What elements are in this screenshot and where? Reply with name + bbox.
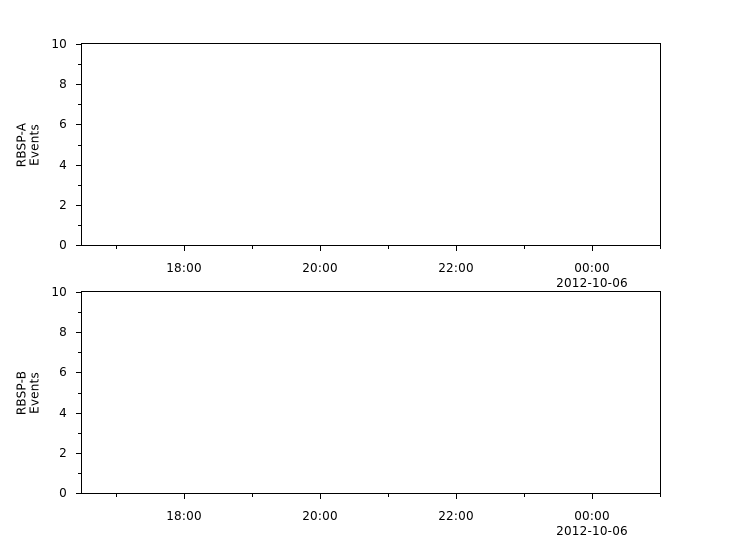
x-minor-tick-17 — [115, 245, 117, 249]
y-minor-tick-5 — [78, 144, 82, 146]
x-minor-tick-19 — [251, 245, 253, 249]
y-tick-label-6: 6 — [59, 117, 67, 132]
x-tick-00: 00:00 2012-10-06 — [556, 493, 628, 538]
y-tick-label-10: 10 — [51, 37, 67, 51]
x-minor-tick-25 — [660, 493, 661, 497]
y-axis-label-line-1: RBSP-A — [14, 122, 29, 167]
x-tick-label-18: 18:00 — [166, 261, 202, 275]
y-minor-tick-5 — [78, 392, 82, 394]
x-tick-22: 22:00 — [438, 245, 474, 275]
y-tick-0: 0 — [59, 487, 82, 499]
x-tick-22: 22:00 — [438, 493, 474, 523]
x-minor-tick-23 — [523, 493, 525, 497]
y-tick-label-0: 0 — [59, 486, 67, 500]
y-tick-4: 4 — [59, 407, 82, 419]
x-tick-label-20: 20:00 — [302, 509, 338, 523]
y-tick-label-8: 8 — [59, 325, 67, 340]
x-tick-20: 20:00 — [302, 493, 338, 523]
y-tick-2: 2 — [59, 447, 82, 459]
y-minor-tick-1 — [78, 224, 82, 226]
y-tick-label-2: 2 — [59, 197, 67, 212]
x-minor-tick-23 — [523, 245, 525, 249]
y-tick-label-4: 4 — [59, 157, 67, 172]
x-tick-20: 20:00 — [302, 245, 338, 275]
x-minor-tick-25 — [660, 245, 661, 249]
x-tick-18: 18:00 — [166, 493, 202, 523]
y-tick-4: 4 — [59, 159, 82, 171]
x-tick-label-22: 22:00 — [438, 261, 474, 275]
y-tick-label-10: 10 — [51, 285, 67, 299]
y-axis-label-line-2: Events — [28, 371, 42, 414]
x-tick-label-20: 20:00 — [302, 261, 338, 275]
x-minor-tick-17 — [115, 493, 117, 497]
x-tick-label-00-time: 00:00 — [574, 509, 610, 523]
y-tick-8: 8 — [59, 326, 82, 338]
x-minor-tick-19 — [251, 493, 253, 497]
y-tick-label-4: 4 — [59, 405, 67, 420]
y-axis-label-rbsp-b: RBSP-B Events — [14, 333, 43, 453]
y-tick-label-8: 8 — [59, 77, 67, 92]
x-tick-label-00-date: 2012-10-06 — [556, 524, 628, 538]
y-minor-tick-9 — [78, 64, 82, 66]
plot-area-rbsp-b[interactable]: RBSP-B Events 0 2 4 6 8 10 1 — [15, 286, 661, 538]
x-tick-label-22: 22:00 — [438, 509, 474, 523]
y-tick-6: 6 — [59, 366, 82, 378]
x-minor-tick-21 — [387, 493, 389, 497]
y-minor-tick-1 — [78, 472, 82, 474]
y-minor-tick-3 — [78, 184, 82, 186]
x-tick-00: 00:00 2012-10-06 — [556, 245, 628, 290]
y-minor-tick-9 — [78, 312, 82, 314]
y-tick-label-0: 0 — [59, 238, 67, 252]
y-minor-tick-7 — [78, 104, 82, 106]
x-tick-label-00: 00:00 2012-10-06 — [556, 509, 628, 539]
y-minor-tick-3 — [78, 432, 82, 434]
y-tick-6: 6 — [59, 118, 82, 130]
y-minor-tick-7 — [78, 352, 82, 354]
y-tick-2: 2 — [59, 199, 82, 211]
x-minor-tick-21 — [387, 245, 389, 249]
y-axis-label-line-1: RBSP-B — [14, 370, 29, 415]
x-tick-label-18: 18:00 — [166, 509, 202, 523]
y-tick-10: 10 — [51, 38, 82, 50]
y-tick-label-6: 6 — [59, 365, 67, 380]
x-tick-label-00-date: 2012-10-06 — [556, 276, 628, 290]
x-tick-18: 18:00 — [166, 245, 202, 275]
y-tick-0: 0 — [59, 239, 82, 251]
y-tick-8: 8 — [59, 78, 82, 90]
y-tick-label-2: 2 — [59, 445, 67, 460]
x-tick-label-00-time: 00:00 — [574, 261, 610, 275]
y-tick-10: 10 — [51, 286, 82, 298]
y-axis-label-rbsp-a: RBSP-A Events — [14, 85, 43, 205]
plot-area-rbsp-a[interactable]: RBSP-A Events 0 2 4 6 8 10 — [15, 38, 661, 290]
y-axis-label-line-2: Events — [28, 123, 42, 166]
x-tick-label-00: 00:00 2012-10-06 — [556, 261, 628, 291]
